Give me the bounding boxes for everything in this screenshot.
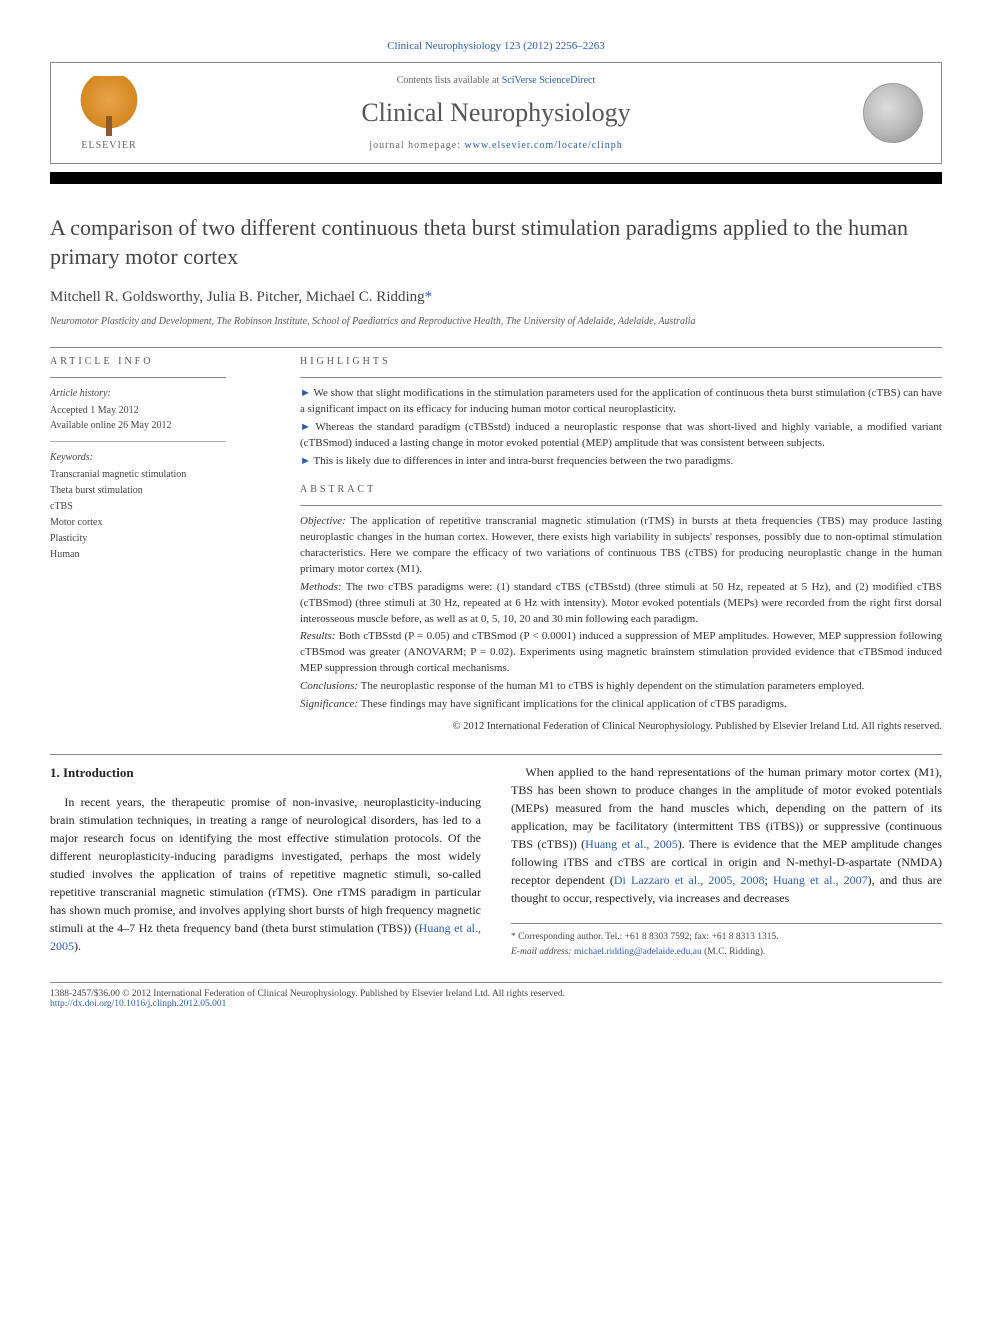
journal-masthead: ELSEVIER Contents lists available at Sci… (50, 62, 942, 164)
corresponding-tel-fax: * Corresponding author. Tel.: +61 8 8303… (511, 930, 942, 944)
society-logo-icon (863, 83, 923, 143)
keyword-item: Plasticity (50, 531, 270, 546)
article-body: 1. Introduction In recent years, the the… (50, 763, 942, 962)
significance-label: Significance: (300, 698, 358, 710)
article-history-label: Article history: (50, 386, 270, 401)
corresponding-email-link[interactable]: michael.ridding@adelaide.edu.au (574, 947, 702, 957)
corresponding-author-block: * Corresponding author. Tel.: +61 8 8303… (511, 923, 942, 959)
journal-homepage-line: journal homepage: www.elsevier.com/locat… (149, 140, 843, 151)
abstract-copyright: © 2012 International Federation of Clini… (300, 719, 942, 734)
conclusions-text: The neuroplastic response of the human M… (361, 680, 865, 692)
bullet-icon: ► (300, 455, 311, 467)
abstract-block: Objective: The application of repetitive… (300, 514, 942, 734)
highlight-item: Whereas the standard paradigm (cTBSstd) … (300, 421, 942, 449)
methods-label: Methods: (300, 581, 342, 593)
page-footer: 1388-2457/$36.00 © 2012 International Fe… (50, 982, 942, 1009)
highlight-item: We show that slight modifications in the… (300, 387, 942, 415)
info-rule (50, 377, 226, 378)
keywords-list: Transcranial magnetic stimulation Theta … (50, 467, 270, 562)
email-label: E-mail address: (511, 947, 574, 957)
accepted-date: Accepted 1 May 2012 (50, 403, 270, 418)
keyword-item: Transcranial magnetic stimulation (50, 467, 270, 482)
sciencedirect-link[interactable]: SciVerse ScienceDirect (502, 75, 596, 86)
abstract-label: ABSTRACT (300, 484, 942, 495)
keywords-label: Keywords: (50, 450, 270, 465)
doi-link[interactable]: http://dx.doi.org/10.1016/j.clinph.2012.… (50, 999, 226, 1009)
email-suffix: (M.C. Ridding). (702, 947, 766, 957)
contents-available-line: Contents lists available at SciVerse Sci… (149, 75, 843, 86)
publisher-logo-block: ELSEVIER (69, 76, 149, 151)
affiliation: Neuromotor Plasticity and Development, T… (50, 316, 942, 327)
society-logo-block (843, 78, 923, 148)
elsevier-label: ELSEVIER (81, 140, 136, 151)
results-text: Both cTBSstd (P = 0.05) and cTBSmod (P <… (300, 630, 942, 674)
highlights-block: ► We show that slight modifications in t… (300, 386, 942, 470)
divider-rule (50, 347, 942, 348)
citation-link[interactable]: Huang et al., 2007 (773, 873, 868, 887)
citation-link[interactable]: Di Lazzaro et al., 2005, 2008 (614, 873, 765, 887)
results-label: Results: (300, 630, 335, 642)
article-history-block: Article history: Accepted 1 May 2012 Ava… (50, 386, 270, 562)
objective-text: The application of repetitive transcrani… (300, 515, 942, 575)
bullet-icon: ► (300, 387, 311, 399)
highlights-label: HIGHLIGHTS (300, 356, 942, 367)
highlight-item: This is likely due to differences in int… (313, 455, 733, 467)
objective-label: Objective: (300, 515, 346, 527)
citation-header: Clinical Neurophysiology 123 (2012) 2256… (50, 40, 942, 52)
elsevier-tree-icon (79, 76, 139, 136)
keyword-item: cTBS (50, 499, 270, 514)
available-online-date: Available online 26 May 2012 (50, 418, 270, 433)
footer-issn-copyright: 1388-2457/$36.00 © 2012 International Fe… (50, 989, 942, 999)
significance-text: These findings may have significant impl… (361, 698, 787, 710)
section-heading: 1. Introduction (50, 763, 481, 783)
citation-link[interactable]: Clinical Neurophysiology 123 (2012) 2256… (387, 40, 605, 52)
keyword-item: Human (50, 547, 270, 562)
authors-line: Mitchell R. Goldsworthy, Julia B. Pitche… (50, 289, 942, 306)
article-title: A comparison of two different continuous… (50, 214, 942, 271)
conclusions-label: Conclusions: (300, 680, 358, 692)
body-paragraph: When applied to the hand representations… (511, 763, 942, 907)
header-black-rule (50, 172, 942, 184)
methods-text: The two cTBS paradigms were: (1) standar… (300, 581, 942, 625)
keyword-item: Theta burst stimulation (50, 483, 270, 498)
keyword-item: Motor cortex (50, 515, 270, 530)
journal-homepage-link[interactable]: www.elsevier.com/locate/clinph (465, 140, 623, 151)
body-paragraph: In recent years, the therapeutic promise… (50, 793, 481, 955)
journal-title: Clinical Neurophysiology (149, 98, 843, 128)
corresponding-asterisk: * (425, 289, 433, 305)
bullet-icon: ► (300, 421, 311, 433)
abstract-rule (300, 505, 942, 506)
article-info-label: ARTICLE INFO (50, 356, 270, 367)
highlights-rule (300, 377, 942, 378)
citation-link[interactable]: Huang et al., 2005 (585, 837, 678, 851)
body-top-rule (50, 754, 942, 755)
